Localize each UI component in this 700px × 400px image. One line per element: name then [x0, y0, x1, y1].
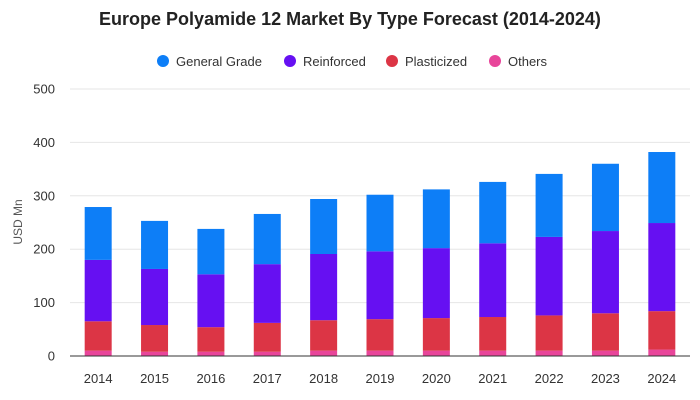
bar-reinforced [84, 259, 112, 322]
bar-general-grade [84, 207, 112, 260]
bar-stack [535, 173, 563, 356]
bar-plasticized [591, 313, 619, 351]
y-tick-label: 400 [33, 135, 55, 150]
bar-general-grade [422, 189, 450, 249]
bar-plasticized [84, 321, 112, 351]
bar-stack [422, 189, 450, 356]
x-tick-label: 2015 [140, 371, 169, 386]
bar-stack [366, 194, 394, 356]
bar-general-grade [591, 163, 619, 232]
y-axis-ticks: 0 100 200 300 400 500 [33, 82, 55, 364]
bar-stack [479, 181, 507, 356]
bar-general-grade [197, 228, 225, 275]
bar-reinforced [310, 254, 338, 321]
x-tick-label: 2016 [196, 371, 225, 386]
y-tick-label: 200 [33, 242, 55, 257]
x-tick-label: 2022 [535, 371, 564, 386]
x-tick-label: 2023 [591, 371, 620, 386]
chart-title: Europe Polyamide 12 Market By Type Forec… [99, 9, 601, 29]
bar-general-grade [366, 194, 394, 252]
bar-stack [310, 199, 338, 356]
bar-others [141, 351, 169, 356]
bar-others [253, 351, 281, 356]
bar-reinforced [366, 251, 394, 320]
x-tick-label: 2024 [647, 371, 676, 386]
legend-marker [157, 55, 169, 67]
y-tick-label: 300 [33, 188, 55, 203]
bar-others [648, 349, 676, 356]
bar-reinforced [591, 231, 619, 314]
bar-plasticized [253, 322, 281, 352]
legend: General Grade Reinforced Plasticized Others [157, 54, 548, 69]
legend-label: Plasticized [405, 54, 467, 69]
bar-others [422, 350, 450, 356]
legend-item: Reinforced [284, 54, 366, 69]
x-tick-label: 2014 [84, 371, 113, 386]
bar-stack [197, 228, 225, 356]
legend-marker [489, 55, 501, 67]
bar-plasticized [535, 315, 563, 351]
legend-label: Others [508, 54, 548, 69]
bar-plasticized [310, 320, 338, 351]
y-tick-label: 0 [48, 349, 55, 364]
bar-stack [141, 220, 169, 356]
bar-plasticized [366, 319, 394, 351]
bar-plasticized [648, 311, 676, 350]
x-tick-label: 2019 [366, 371, 395, 386]
bar-plasticized [197, 327, 225, 352]
legend-label: General Grade [176, 54, 262, 69]
bar-others [366, 350, 394, 356]
x-axis-ticks: 2014 2015 2016 2017 2018 2019 2020 2021 2022 2023… [84, 371, 677, 386]
bar-general-grade [479, 181, 507, 244]
y-tick-label: 100 [33, 295, 55, 310]
bar-plasticized [479, 317, 507, 351]
bar-reinforced [197, 274, 225, 328]
bar-reinforced [535, 236, 563, 316]
bar-general-grade [253, 213, 281, 265]
legend-marker [386, 55, 398, 67]
bar-reinforced [648, 223, 676, 312]
bar-stack [648, 152, 676, 356]
legend-marker [284, 55, 296, 67]
bar-reinforced [422, 248, 450, 319]
bar-general-grade [535, 173, 563, 237]
bar-others [310, 350, 338, 356]
bar-stack [591, 163, 619, 356]
bar-plasticized [422, 318, 450, 351]
bar-reinforced [141, 268, 169, 326]
x-tick-label: 2020 [422, 371, 451, 386]
x-tick-label: 2018 [309, 371, 338, 386]
bar-plasticized [141, 325, 169, 352]
bar-others [84, 350, 112, 356]
x-tick-label: 2021 [478, 371, 507, 386]
legend-item: Others [489, 54, 548, 69]
bar-reinforced [253, 264, 281, 323]
bar-others [479, 350, 507, 356]
x-tick-label: 2017 [253, 371, 282, 386]
y-tick-label: 500 [33, 82, 55, 97]
y-axis-title: USD Mn [11, 199, 25, 244]
bar-others [535, 350, 563, 356]
legend-item: General Grade [157, 54, 262, 69]
bar-others [591, 350, 619, 356]
legend-item: Plasticized [386, 54, 467, 69]
bar-stack [253, 213, 281, 356]
bars [84, 152, 676, 356]
bar-general-grade [141, 220, 169, 269]
bar-general-grade [648, 152, 676, 224]
bar-general-grade [310, 199, 338, 255]
bar-reinforced [479, 243, 507, 318]
bar-others [197, 351, 225, 356]
legend-label: Reinforced [303, 54, 366, 69]
bar-stack [84, 207, 112, 356]
